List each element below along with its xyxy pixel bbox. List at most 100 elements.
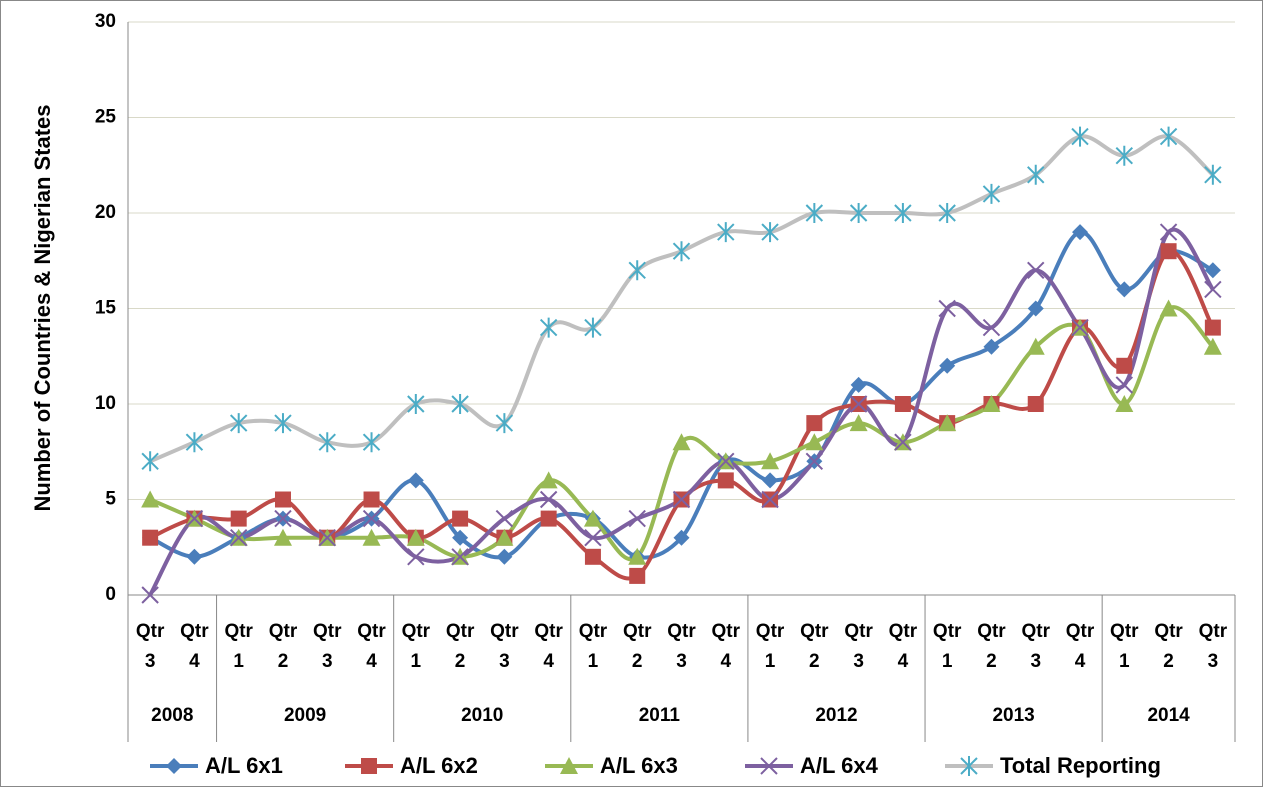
marker	[1204, 319, 1221, 336]
marker	[1115, 145, 1134, 166]
marker	[805, 203, 824, 223]
marker	[628, 260, 646, 281]
marker	[496, 548, 513, 565]
marker	[672, 241, 691, 262]
marker	[761, 222, 779, 243]
marker	[1072, 224, 1089, 241]
marker	[361, 758, 377, 774]
y-tick-label: 0	[105, 584, 116, 605]
marker	[762, 472, 779, 489]
marker	[761, 490, 779, 509]
marker	[938, 299, 956, 318]
x-tick-label: Qtr 1	[1110, 621, 1139, 672]
x-tick-label: Qtr 1	[579, 621, 608, 672]
marker	[761, 452, 780, 470]
marker	[982, 395, 1001, 412]
x-group-label: 2011	[639, 705, 681, 726]
marker	[451, 394, 469, 414]
marker	[362, 509, 381, 528]
marker	[1159, 126, 1178, 147]
marker	[274, 491, 291, 508]
marker	[495, 509, 514, 528]
marker	[362, 432, 381, 453]
x-tick-label: Qtr 3	[1021, 621, 1050, 672]
marker	[628, 547, 647, 565]
x-tick-label: Qtr 2	[800, 621, 829, 672]
marker	[406, 528, 425, 546]
legend-label: A/L 6x3	[600, 753, 678, 778]
x-tick-label: Qtr 1	[224, 621, 253, 672]
x-tick-label: Qtr 3	[667, 621, 696, 672]
marker	[1204, 164, 1222, 185]
marker	[185, 509, 204, 528]
x-group-label: 2014	[1147, 705, 1190, 726]
marker	[673, 529, 690, 546]
marker	[760, 757, 778, 775]
marker	[894, 433, 912, 451]
marker	[274, 509, 292, 528]
legend-label: A/L 6x1	[205, 753, 283, 778]
x-tick-label: Qtr 4	[180, 621, 209, 672]
marker	[1071, 318, 1089, 337]
x-tick-label: Qtr 1	[933, 621, 962, 672]
marker	[318, 432, 336, 453]
marker	[166, 758, 182, 774]
marker	[1159, 299, 1178, 317]
x-tick-label: Qtr 4	[889, 621, 918, 672]
x-group-label: 2012	[815, 705, 857, 726]
marker	[938, 203, 956, 223]
marker	[362, 528, 381, 546]
x-tick-label: Qtr 2	[1154, 621, 1183, 672]
marker	[672, 490, 691, 509]
marker	[982, 318, 1001, 337]
x-group-label: 2013	[992, 705, 1034, 726]
x-tick-label: Qtr 1	[402, 621, 431, 672]
y-tick-label: 5	[105, 489, 116, 510]
x-tick-label: Qtr 4	[712, 621, 741, 672]
marker	[1115, 376, 1134, 394]
marker	[495, 413, 514, 434]
marker	[1027, 300, 1044, 317]
marker	[584, 548, 601, 565]
marker	[717, 222, 735, 243]
marker	[960, 756, 978, 776]
marker	[1116, 281, 1133, 298]
marker	[539, 471, 558, 489]
marker	[717, 472, 734, 489]
marker	[407, 548, 425, 566]
legend-label: A/L 6x2	[400, 753, 478, 778]
marker	[805, 433, 824, 451]
marker	[982, 183, 1001, 204]
marker	[983, 338, 1000, 355]
marker	[318, 528, 336, 547]
marker	[1160, 243, 1177, 260]
marker	[849, 395, 868, 413]
x-tick-label: Qtr 1	[756, 621, 785, 672]
x-tick-label: Qtr 4	[534, 621, 563, 672]
x-tick-label: Qtr 3	[313, 621, 342, 672]
marker	[1115, 395, 1134, 412]
marker	[894, 203, 912, 223]
marker	[1027, 396, 1044, 412]
x-group-label: 2008	[151, 705, 193, 726]
marker	[938, 414, 957, 432]
marker	[850, 376, 867, 393]
marker	[1026, 337, 1045, 355]
y-tick-label: 25	[95, 107, 117, 128]
marker	[363, 491, 380, 508]
marker	[584, 317, 602, 338]
marker	[939, 357, 956, 374]
marker	[141, 586, 159, 604]
x-tick-label: Qtr 4	[357, 621, 386, 672]
marker	[894, 396, 911, 412]
marker	[273, 528, 292, 546]
marker	[583, 509, 602, 527]
marker	[142, 529, 159, 546]
marker	[672, 433, 691, 451]
marker	[452, 529, 469, 546]
marker	[1203, 337, 1222, 355]
legend-label: Total Reporting	[1000, 753, 1161, 778]
marker	[540, 510, 557, 527]
marker	[452, 510, 469, 527]
